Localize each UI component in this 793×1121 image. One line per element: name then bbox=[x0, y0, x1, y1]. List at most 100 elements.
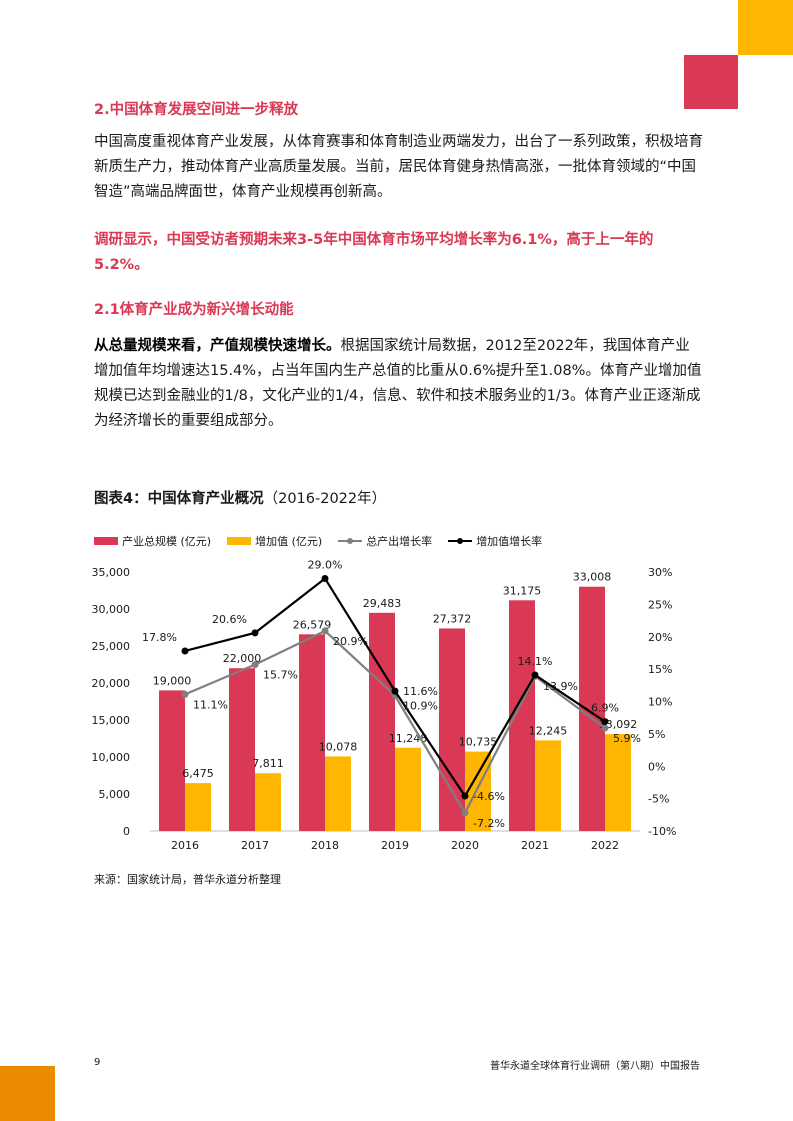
point-output-growth bbox=[181, 690, 189, 698]
x-tick-label: 2021 bbox=[521, 839, 549, 852]
subsection-title: 2.1体育产业成为新兴增长动能 bbox=[94, 302, 294, 318]
point-label-added-growth: -4.6% bbox=[473, 790, 505, 803]
y-right-tick-label: 0% bbox=[648, 760, 665, 773]
point-added-growth bbox=[531, 671, 539, 679]
figure-source: 来源：国家统计局，普华永道分析整理 bbox=[94, 873, 281, 886]
point-label-added-growth: 20.6% bbox=[212, 613, 247, 626]
bar-label-total: 22,000 bbox=[223, 652, 262, 665]
bar-label-added: 12,245 bbox=[529, 724, 568, 737]
bar-label-added: 6,475 bbox=[182, 767, 214, 780]
y-right-tick-label: -5% bbox=[648, 793, 669, 806]
y-right-tick-label: 25% bbox=[648, 598, 672, 611]
point-added-growth bbox=[321, 574, 329, 582]
y-right-tick-label: 10% bbox=[648, 696, 672, 709]
point-label-added-growth: 11.6% bbox=[403, 685, 438, 698]
point-added-growth bbox=[391, 687, 399, 695]
bar-label-total: 27,372 bbox=[433, 612, 472, 625]
y-right-tick-label: 15% bbox=[648, 663, 672, 676]
corner-decoration-pink bbox=[684, 55, 738, 109]
legend-label-output-growth: 总产出增长率 bbox=[366, 535, 433, 548]
bar-total bbox=[229, 668, 255, 831]
corner-decoration-yellow bbox=[738, 0, 793, 55]
point-label-output-growth: -7.2% bbox=[473, 817, 505, 830]
bar-label-total: 26,579 bbox=[293, 618, 332, 631]
x-tick-label: 2020 bbox=[451, 839, 479, 852]
bar-total bbox=[509, 600, 535, 831]
y-left-tick-label: 25,000 bbox=[92, 640, 131, 653]
point-output-growth bbox=[251, 661, 259, 669]
x-tick-label: 2022 bbox=[591, 839, 619, 852]
bar-added bbox=[395, 747, 421, 831]
footer-report-title: 普华永道全球体育行业调研（第八期）中国报告 bbox=[490, 1061, 700, 1072]
point-label-added-growth: 6.9% bbox=[591, 702, 619, 715]
survey-highlight: 调研显示，中国受访者预期未来3-5年中国体育市场平均增长率为6.1%，高于上一年… bbox=[94, 232, 654, 273]
bar-label-added: 10,735 bbox=[459, 736, 498, 749]
legend-item-added: 增加值 (亿元) bbox=[227, 533, 322, 549]
point-added-growth bbox=[601, 718, 609, 726]
legend-item-output-growth: 总产出增长率 bbox=[338, 533, 432, 549]
y-left-tick-label: 15,000 bbox=[92, 714, 131, 727]
industry-overview-chart: 0 5,000 10,000 15,000 20,000 25,000 30,000 35,0… bbox=[92, 558, 677, 852]
bar-total bbox=[159, 690, 185, 831]
y-right-tick-label: -10% bbox=[648, 825, 676, 838]
bar-added bbox=[465, 751, 491, 831]
corner-decoration-orange bbox=[0, 1066, 55, 1121]
legend-swatch-added bbox=[227, 537, 252, 545]
point-label-added-growth: 29.0% bbox=[308, 558, 343, 571]
point-label-output-growth: 11.1% bbox=[193, 698, 228, 711]
bar-label-total: 19,000 bbox=[153, 674, 192, 687]
bar-total bbox=[439, 628, 465, 831]
figure-label: 图表4：中国体育产业概况 bbox=[94, 491, 264, 507]
point-label-output-growth: 20.9% bbox=[333, 635, 368, 648]
y-left-tick-label: 10,000 bbox=[92, 751, 131, 764]
y-left-tick-label: 35,000 bbox=[92, 566, 131, 579]
subsection-body: 从总量规模来看，产值规模快速增长。根据国家统计局数据，2012至2022年，我国… bbox=[94, 334, 704, 434]
point-label-added-growth: 17.8% bbox=[142, 631, 177, 644]
legend-label-added: 增加值 (亿元) bbox=[255, 535, 323, 548]
y-left-tick-label: 20,000 bbox=[92, 677, 131, 690]
legend-label-total: 产业总规模 (亿元) bbox=[122, 535, 212, 548]
point-added-growth bbox=[461, 792, 469, 800]
x-tick-label: 2017 bbox=[241, 839, 269, 852]
figure-title: 图表4：中国体育产业概况（2016-2022年） bbox=[94, 487, 386, 508]
figure-period: （2016-2022年） bbox=[263, 491, 387, 507]
x-tick-label: 2019 bbox=[381, 839, 409, 852]
bar-label-total: 29,483 bbox=[363, 597, 402, 610]
page-number: 9 bbox=[94, 1057, 101, 1068]
bar-added bbox=[535, 740, 561, 831]
chart-legend: 产业总规模 (亿元) 增加值 (亿元) 总产出增长率 增加值增长率 bbox=[94, 533, 558, 549]
bar-added bbox=[325, 756, 351, 831]
legend-item-added-growth: 增加值增长率 bbox=[448, 533, 542, 549]
legend-label-added-growth: 增加值增长率 bbox=[476, 535, 543, 548]
legend-item-total: 产业总规模 (亿元) bbox=[94, 533, 211, 549]
point-label-output-growth: 13.9% bbox=[543, 680, 578, 693]
bar-added bbox=[255, 773, 281, 831]
legend-swatch-output-growth bbox=[338, 538, 363, 544]
bar-added bbox=[605, 734, 631, 831]
legend-swatch-total bbox=[94, 537, 118, 545]
point-output-growth bbox=[461, 809, 469, 817]
section-intro: 中国高度重视体育产业发展，从体育赛事和体育制造业两端发力，出台了一系列政策，积极… bbox=[94, 134, 703, 200]
subsection-text: 根据国家统计局数据，2012至2022年，我国体育产业增加值年均增速达15.4%… bbox=[94, 338, 702, 429]
y-left-tick-label: 0 bbox=[123, 825, 130, 838]
x-tick-label: 2018 bbox=[311, 839, 339, 852]
x-tick-label: 2016 bbox=[171, 839, 199, 852]
y-right-tick-label: 5% bbox=[648, 728, 665, 741]
point-label-added-growth: 14.1% bbox=[518, 655, 553, 668]
y-left-tick-label: 5,000 bbox=[99, 788, 131, 801]
y-right-tick-label: 30% bbox=[648, 566, 672, 579]
point-output-growth bbox=[601, 724, 609, 732]
bar-label-added: 10,078 bbox=[319, 740, 358, 753]
bar-added bbox=[185, 783, 211, 831]
bar-label-total: 31,175 bbox=[503, 584, 542, 597]
bar-label-total: 33,008 bbox=[573, 571, 612, 584]
bar-label-added: 7,811 bbox=[252, 757, 284, 770]
legend-swatch-added-growth bbox=[448, 538, 473, 544]
point-label-output-growth: 5.9% bbox=[613, 732, 641, 745]
bar-total bbox=[299, 634, 325, 831]
point-added-growth bbox=[251, 629, 259, 637]
point-label-output-growth: 15.7% bbox=[263, 669, 298, 682]
y-left-tick-label: 30,000 bbox=[92, 603, 131, 616]
y-right-tick-label: 20% bbox=[648, 631, 672, 644]
bar-total bbox=[369, 612, 395, 831]
